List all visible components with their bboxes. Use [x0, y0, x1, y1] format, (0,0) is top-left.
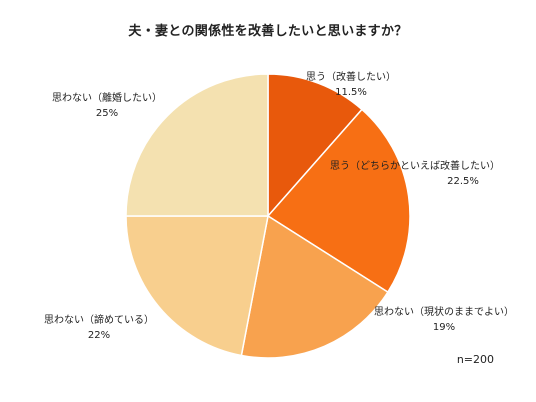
slice-kaizen-shitai [267, 73, 363, 218]
slice-label-genjou-no-mama: 思わない（現状のままでよい） 19% [374, 305, 514, 335]
slice-label-akiramete-iru: 思わない（諦めている） 22% [44, 313, 154, 343]
slice-label-value: 11.5% [335, 87, 367, 98]
slice-akiramete-iru [125, 215, 269, 357]
slice-label-text: 思わない（現状のままでよい） [374, 307, 514, 318]
slice-label-value: 22% [87, 330, 111, 341]
slice-label-dochiraka-to-ieba: 思う（どちらかといえば改善したい） 22.5% [330, 159, 500, 189]
chart-title: 夫・妻との関係性を改善したいと思いますか？ [128, 24, 408, 39]
sample-size-note: n=200 [456, 353, 494, 366]
slice-label-rikon-shitai: 思わない（離婚したい） 25% [52, 91, 162, 121]
slice-label-text: 思う（どちらかといえば改善したい） [330, 161, 500, 172]
slice-label-text: 思わない（離婚したい） [52, 93, 162, 104]
slice-label-kaizen-shitai: 思う（改善したい） 11.5% [306, 70, 396, 100]
slice-dochiraka-to-ieba [266, 108, 411, 294]
slice-label-text: 思う（改善したい） [306, 72, 396, 83]
slice-label-value: 25% [95, 108, 119, 119]
slice-label-text: 思わない（諦めている） [44, 315, 154, 326]
slice-rikon-shitai [125, 73, 269, 217]
slice-label-value: 19% [432, 322, 456, 333]
slice-genjou-no-mama [240, 214, 389, 359]
slice-label-value: 22.5% [447, 176, 479, 187]
